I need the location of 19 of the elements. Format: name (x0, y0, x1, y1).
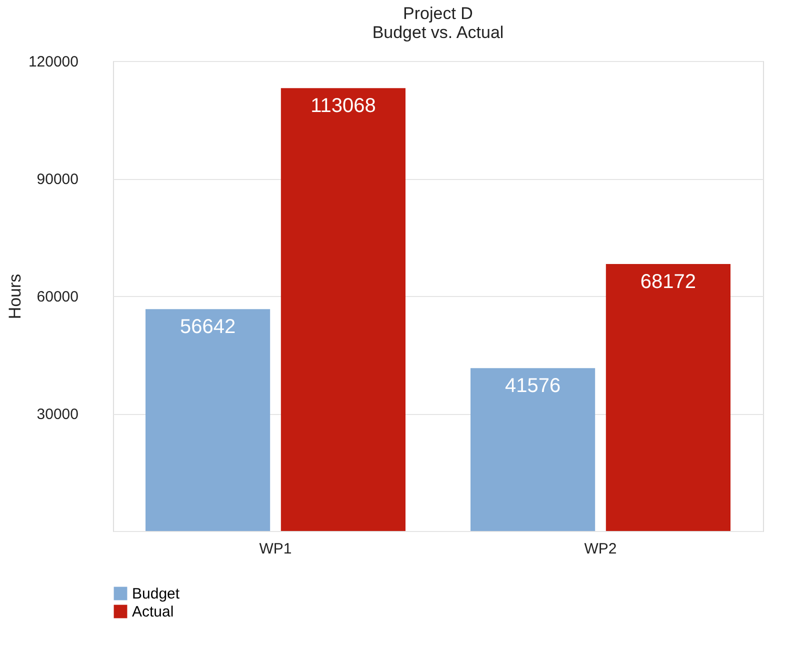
data-label: 68172 (640, 270, 696, 293)
bar (470, 368, 596, 531)
legend-label: Actual (132, 604, 174, 620)
bar (280, 88, 406, 531)
x-tick-label: WP2 (584, 540, 617, 558)
y-tick-label: 30000 (36, 406, 78, 423)
x-tick-label: WP1 (259, 540, 292, 558)
y-tick-label: 120000 (28, 54, 78, 70)
bar (606, 264, 730, 531)
legend-label: Budget (132, 586, 180, 602)
data-label: 113068 (310, 95, 376, 118)
data-label: 41576 (504, 375, 561, 398)
y-axis-title: Hours (5, 274, 24, 320)
text: Budget vs. Actual (372, 23, 504, 42)
y-tick-label: 90000 (36, 171, 78, 188)
data-label: 56642 (180, 316, 236, 338)
bar (146, 309, 270, 531)
text: Project D (403, 4, 473, 23)
y-tick-label: 60000 (36, 288, 78, 306)
